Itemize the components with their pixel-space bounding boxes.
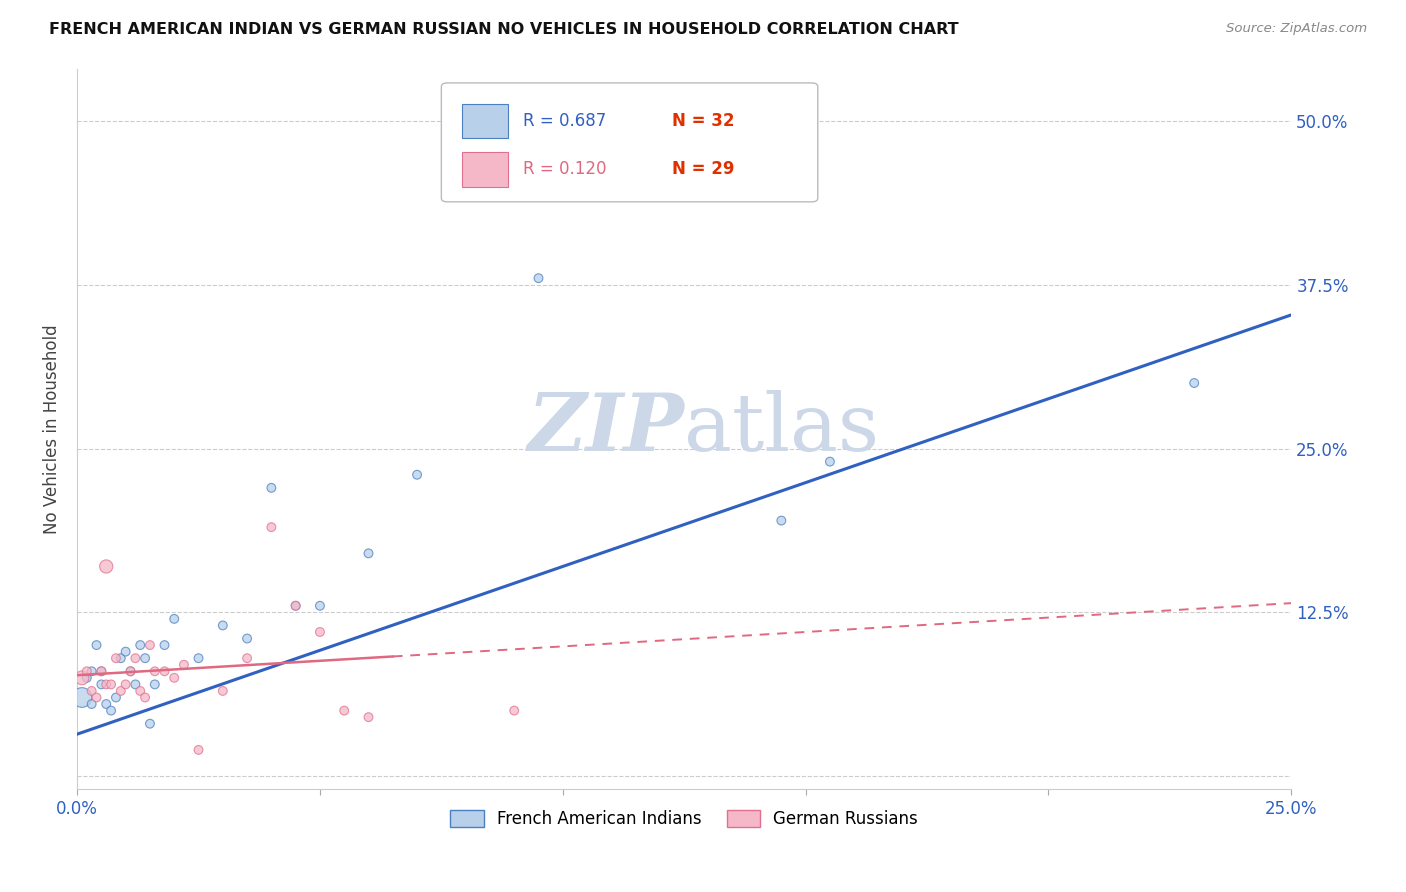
Point (357, 546, 380, 560)
Point (818, 455, 841, 469)
Point (153, 638, 176, 652)
Point (80, 665, 103, 679)
Point (114, 645, 136, 659)
Text: atlas: atlas (685, 390, 879, 468)
Text: R = 0.687: R = 0.687 (523, 112, 606, 130)
Point (163, 671, 186, 685)
Text: N = 32: N = 32 (672, 112, 734, 130)
Point (70, 690, 93, 705)
Point (90, 665, 112, 679)
Point (96, 677, 118, 691)
Point (134, 651, 156, 665)
Point (1182, 376, 1205, 390)
Text: ZIP: ZIP (527, 390, 685, 467)
Text: Source: ZipAtlas.com: Source: ZipAtlas.com (1226, 22, 1367, 36)
Point (260, 481, 283, 495)
Point (163, 612, 186, 626)
Point (96, 559, 118, 574)
Point (284, 599, 307, 613)
FancyBboxPatch shape (441, 83, 818, 202)
Point (143, 665, 166, 679)
Point (211, 684, 233, 698)
Point (120, 665, 142, 679)
Point (284, 599, 307, 613)
Point (139, 638, 162, 652)
Point (503, 704, 526, 718)
Y-axis label: No Vehicles in Household: No Vehicles in Household (44, 324, 60, 533)
Point (86, 690, 108, 705)
Point (110, 684, 132, 698)
Point (96, 697, 118, 711)
Point (76, 665, 98, 679)
Point (80, 697, 103, 711)
Point (333, 704, 356, 718)
Point (153, 665, 176, 679)
Point (173, 657, 195, 672)
Point (124, 651, 146, 665)
Point (90, 677, 112, 691)
Point (134, 690, 156, 705)
Point (260, 520, 283, 534)
Point (114, 677, 136, 691)
Point (104, 690, 127, 705)
FancyBboxPatch shape (463, 103, 508, 138)
Point (406, 467, 429, 482)
Point (104, 651, 127, 665)
Point (100, 677, 122, 691)
Point (80, 684, 103, 698)
Point (143, 677, 166, 691)
Point (90, 665, 112, 679)
Legend: French American Indians, German Russians: French American Indians, German Russians (444, 804, 925, 835)
Point (100, 704, 122, 718)
Point (770, 514, 793, 528)
Point (120, 665, 142, 679)
Text: N = 29: N = 29 (672, 161, 734, 178)
Point (236, 632, 259, 646)
Point (357, 710, 380, 724)
Point (187, 743, 209, 757)
Point (309, 599, 332, 613)
Text: R = 0.120: R = 0.120 (523, 161, 606, 178)
Point (76, 671, 98, 685)
Point (129, 684, 152, 698)
Point (139, 716, 162, 731)
Point (236, 651, 259, 665)
Point (129, 638, 152, 652)
FancyBboxPatch shape (463, 153, 508, 186)
Point (527, 271, 550, 285)
Point (309, 624, 332, 639)
Point (70, 671, 93, 685)
Point (187, 651, 209, 665)
Text: FRENCH AMERICAN INDIAN VS GERMAN RUSSIAN NO VEHICLES IN HOUSEHOLD CORRELATION CH: FRENCH AMERICAN INDIAN VS GERMAN RUSSIAN… (49, 22, 959, 37)
Point (86, 638, 108, 652)
Point (211, 618, 233, 632)
Point (110, 651, 132, 665)
Point (124, 677, 146, 691)
